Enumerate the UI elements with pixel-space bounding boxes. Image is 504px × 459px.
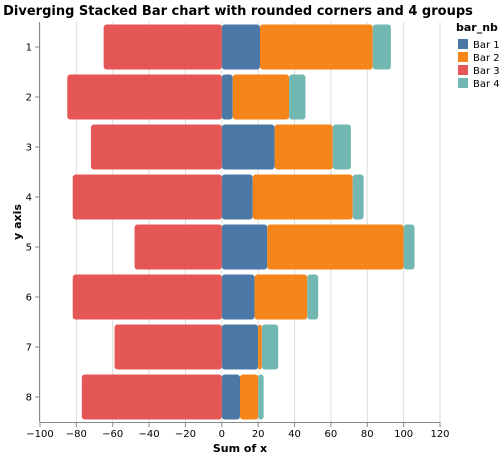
bar-bar-4-row-7 <box>261 324 279 370</box>
bar-bar-4-row-2 <box>289 74 306 120</box>
bar-bar-1-row-3 <box>221 124 275 170</box>
bar-bar-1-row-7 <box>221 324 259 370</box>
bar-bar-1-row-5 <box>221 224 268 270</box>
x-tick-label: −60 <box>102 429 123 440</box>
bar-bar-3-row-2 <box>67 74 222 120</box>
axes: −100 −80 −60 −40 −20 0 20 40 60 80 100 120 1 2 3 4 5 6 7 8 <box>26 22 450 440</box>
legend-swatch <box>458 65 468 75</box>
y-tick-label: 7 <box>26 343 32 354</box>
bar-bar-2-row-6 <box>254 274 308 320</box>
legend-swatch <box>458 52 468 62</box>
bars <box>67 24 415 420</box>
x-tick-label: −80 <box>66 429 87 440</box>
bar-bar-2-row-3 <box>274 124 333 170</box>
bar-bar-2-row-5 <box>267 224 404 270</box>
bar-bar-2-row-7 <box>258 324 262 370</box>
bar-bar-4-row-5 <box>403 224 415 270</box>
bar-bar-3-row-8 <box>81 374 222 420</box>
bar-bar-3-row-3 <box>90 124 222 170</box>
legend-swatch <box>458 78 468 88</box>
bar-bar-1-row-2 <box>221 74 233 120</box>
bar-bar-4-row-6 <box>307 274 319 320</box>
bar-bar-2-row-4 <box>252 174 353 220</box>
bar-bar-1-row-1 <box>221 24 260 70</box>
x-tick-label: 40 <box>288 429 301 440</box>
y-tick-label: 3 <box>26 143 32 154</box>
x-tick-label: 100 <box>394 429 413 440</box>
legend: bar_nb Bar 1 Bar 2 Bar 3 Bar 4 <box>456 21 500 90</box>
y-tick-label: 6 <box>26 293 32 304</box>
legend-swatch <box>458 39 468 49</box>
legend-label: Bar 3 <box>473 66 500 77</box>
bar-bar-4-row-1 <box>372 24 391 70</box>
x-tick-label: −100 <box>26 429 53 440</box>
y-axis-title: y axis <box>11 204 24 240</box>
bar-bar-2-row-1 <box>260 24 373 70</box>
bar-bar-3-row-6 <box>72 274 222 320</box>
y-tick-label: 2 <box>26 93 32 104</box>
bar-bar-4-row-8 <box>258 374 264 420</box>
legend-label: Bar 1 <box>473 40 500 51</box>
x-tick-label: 120 <box>430 429 449 440</box>
bar-bar-4-row-3 <box>332 124 351 170</box>
legend-title: bar_nb <box>456 21 498 34</box>
legend-label: Bar 4 <box>473 79 500 90</box>
bar-bar-1-row-4 <box>221 174 253 220</box>
x-axis-title: Sum of x <box>213 442 267 455</box>
y-tick-label: 8 <box>26 393 32 404</box>
x-tick-label: −40 <box>139 429 160 440</box>
legend-label: Bar 2 <box>473 53 500 64</box>
bar-bar-2-row-8 <box>240 374 259 420</box>
bar-bar-2-row-2 <box>232 74 290 120</box>
y-tick-label: 1 <box>26 43 32 54</box>
x-tick-label: 0 <box>219 429 225 440</box>
x-tick-label: −20 <box>175 429 196 440</box>
bar-bar-3-row-1 <box>103 24 222 70</box>
y-tick-label: 5 <box>26 243 32 254</box>
x-tick-label: 80 <box>361 429 374 440</box>
y-tick-label: 4 <box>26 193 32 204</box>
bar-bar-1-row-8 <box>221 374 240 420</box>
bar-bar-1-row-6 <box>221 274 255 320</box>
bar-bar-3-row-5 <box>134 224 222 270</box>
bar-bar-3-row-7 <box>114 324 222 370</box>
bar-bar-3-row-4 <box>72 174 222 220</box>
x-tick-label: 20 <box>252 429 265 440</box>
chart-title: Diverging Stacked Bar chart with rounded… <box>3 4 473 19</box>
bar-bar-4-row-4 <box>352 174 364 220</box>
x-tick-label: 60 <box>325 429 338 440</box>
